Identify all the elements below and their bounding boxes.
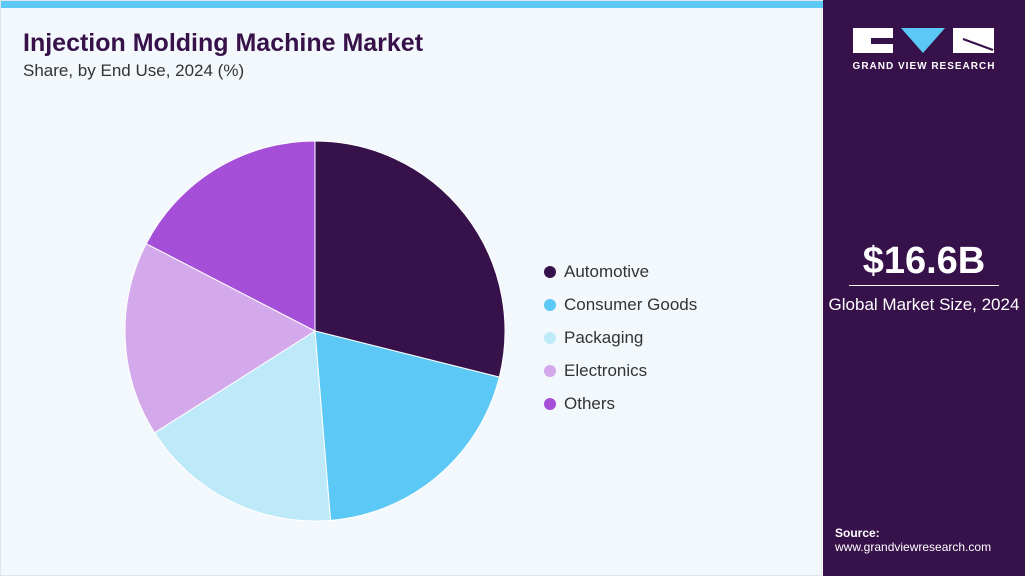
legend-marker bbox=[544, 298, 556, 311]
legend-item: Others bbox=[544, 387, 697, 420]
legend: Automotive Consumer Goods Packaging Electro… bbox=[544, 255, 697, 420]
logo-text: GRAND VIEW RESEARCH bbox=[852, 61, 996, 72]
legend-marker bbox=[544, 331, 556, 344]
legend-label: Packaging bbox=[564, 327, 644, 347]
legend-label: Automotive bbox=[564, 261, 650, 281]
source: Source: www.grandviewresearch.com bbox=[835, 526, 991, 554]
legend-marker bbox=[544, 364, 556, 377]
chart-subtitle: Share, by End Use, 2024 (%) bbox=[23, 61, 245, 80]
legend-item: Electronics bbox=[544, 354, 697, 387]
pie-slice-others bbox=[145, 140, 316, 332]
chart-title: Injection Molding Machine Market bbox=[23, 29, 424, 57]
accent-bar bbox=[1, 1, 823, 8]
pie-chart bbox=[124, 140, 506, 522]
pie-slice-electronics bbox=[124, 243, 317, 434]
sidebar: GRAND VIEW RESEARCH $16.6B Global Market… bbox=[823, 0, 1025, 576]
divider bbox=[849, 285, 999, 286]
legend-label: Electronics bbox=[564, 360, 648, 380]
legend-label: Others bbox=[564, 393, 616, 413]
legend-item: Automotive bbox=[544, 255, 697, 288]
chart-panel: Injection Molding Machine Market Share, … bbox=[0, 0, 823, 576]
source-url[interactable]: www.grandviewresearch.com bbox=[835, 540, 992, 554]
pie-slice-packaging bbox=[153, 330, 332, 522]
legend-item: Consumer Goods bbox=[544, 288, 697, 321]
market-size-label: Global Market Size, 2024 bbox=[828, 295, 1020, 314]
pie-slice-automotive bbox=[314, 140, 506, 378]
source-label: Source: bbox=[835, 526, 880, 540]
legend-label: Consumer Goods bbox=[564, 294, 698, 314]
market-size-value: $16.6B bbox=[862, 240, 986, 282]
legend-marker bbox=[544, 265, 556, 278]
legend-item: Packaging bbox=[544, 321, 697, 354]
legend-marker bbox=[544, 397, 556, 410]
pie-slice-consumer-goods bbox=[314, 330, 500, 521]
gvr-logo-icon bbox=[853, 28, 994, 53]
